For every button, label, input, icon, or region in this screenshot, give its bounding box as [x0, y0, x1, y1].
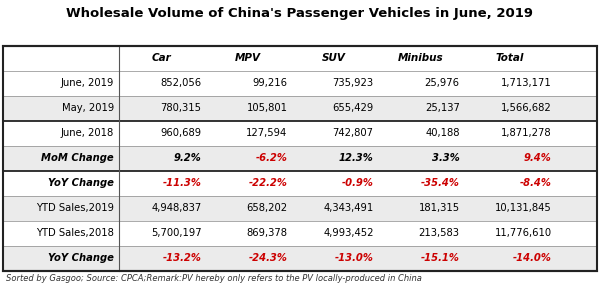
- Text: June, 2018: June, 2018: [61, 128, 114, 138]
- Text: -24.3%: -24.3%: [248, 253, 287, 263]
- Text: -6.2%: -6.2%: [256, 153, 287, 163]
- Text: Car: Car: [152, 53, 172, 63]
- Text: 10,131,845: 10,131,845: [495, 203, 552, 213]
- Text: 9.2%: 9.2%: [173, 153, 202, 163]
- Text: 742,807: 742,807: [332, 128, 374, 138]
- Text: 213,583: 213,583: [419, 228, 460, 238]
- Text: 12.3%: 12.3%: [339, 153, 374, 163]
- Text: 1,713,171: 1,713,171: [501, 78, 552, 89]
- Text: -22.2%: -22.2%: [248, 178, 287, 188]
- Text: 4,343,491: 4,343,491: [323, 203, 374, 213]
- Text: YTD Sales,2019: YTD Sales,2019: [36, 203, 114, 213]
- Text: SUV: SUV: [322, 53, 346, 63]
- Text: -8.4%: -8.4%: [520, 178, 552, 188]
- Text: -35.4%: -35.4%: [421, 178, 460, 188]
- Text: YoY Change: YoY Change: [48, 178, 114, 188]
- Text: 181,315: 181,315: [419, 203, 460, 213]
- Text: -13.2%: -13.2%: [163, 253, 202, 263]
- Text: 9.4%: 9.4%: [524, 153, 552, 163]
- Text: Sorted by Gasgoo; Source: CPCA;Remark:PV hereby only refers to the PV locally-pr: Sorted by Gasgoo; Source: CPCA;Remark:PV…: [6, 274, 422, 283]
- Text: Minibus: Minibus: [397, 53, 443, 63]
- Text: 3.3%: 3.3%: [432, 153, 460, 163]
- Text: YoY Change: YoY Change: [48, 253, 114, 263]
- Text: MoM Change: MoM Change: [41, 153, 114, 163]
- Text: 4,993,452: 4,993,452: [323, 228, 374, 238]
- Text: 99,216: 99,216: [253, 78, 287, 89]
- Text: 655,429: 655,429: [332, 103, 374, 113]
- Text: 105,801: 105,801: [247, 103, 287, 113]
- Text: 780,315: 780,315: [160, 103, 202, 113]
- Text: -15.1%: -15.1%: [421, 253, 460, 263]
- Text: -0.9%: -0.9%: [342, 178, 374, 188]
- Text: May, 2019: May, 2019: [62, 103, 114, 113]
- Text: 869,378: 869,378: [247, 228, 287, 238]
- Text: 852,056: 852,056: [160, 78, 202, 89]
- Text: June, 2019: June, 2019: [61, 78, 114, 89]
- Text: -14.0%: -14.0%: [513, 253, 552, 263]
- Text: 5,700,197: 5,700,197: [151, 228, 202, 238]
- Text: 960,689: 960,689: [160, 128, 202, 138]
- Text: YTD Sales,2018: YTD Sales,2018: [36, 228, 114, 238]
- Text: 1,871,278: 1,871,278: [501, 128, 552, 138]
- Text: 11,776,610: 11,776,610: [494, 228, 552, 238]
- Text: 658,202: 658,202: [247, 203, 287, 213]
- Text: 4,948,837: 4,948,837: [151, 203, 202, 213]
- Text: -11.3%: -11.3%: [163, 178, 202, 188]
- Text: 25,137: 25,137: [425, 103, 460, 113]
- Text: 25,976: 25,976: [425, 78, 460, 89]
- Text: 40,188: 40,188: [425, 128, 460, 138]
- Text: Total: Total: [495, 53, 524, 63]
- Text: -13.0%: -13.0%: [335, 253, 374, 263]
- Text: Wholesale Volume of China's Passenger Vehicles in June, 2019: Wholesale Volume of China's Passenger Ve…: [67, 7, 533, 20]
- Text: 1,566,682: 1,566,682: [501, 103, 552, 113]
- Text: 735,923: 735,923: [332, 78, 374, 89]
- Text: 127,594: 127,594: [246, 128, 287, 138]
- Text: MPV: MPV: [235, 53, 261, 63]
